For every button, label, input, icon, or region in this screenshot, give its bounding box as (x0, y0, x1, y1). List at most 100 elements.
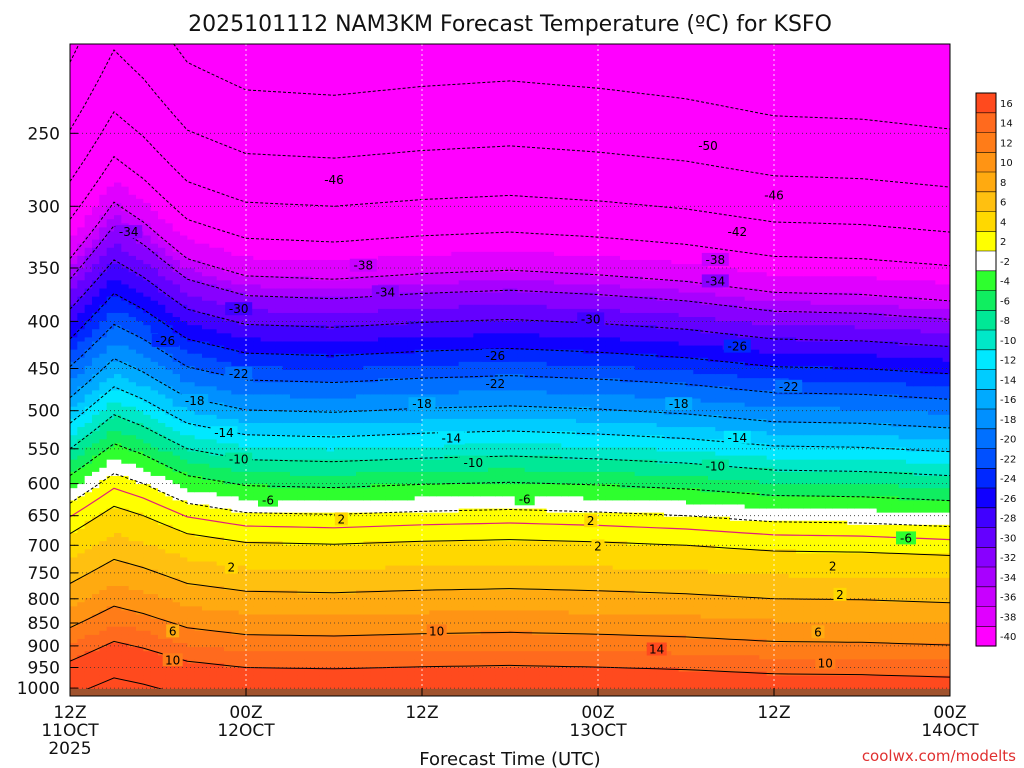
field-cell (121, 162, 130, 167)
field-cell (187, 610, 196, 616)
field-cell (238, 215, 247, 220)
field-cell (238, 325, 247, 330)
field-cell (172, 422, 181, 428)
field-cell (128, 549, 137, 554)
field-cell (231, 239, 240, 245)
field-cell (70, 508, 78, 514)
field-cell (231, 68, 240, 74)
field-cell (187, 606, 196, 612)
field-cell (92, 264, 100, 269)
field-cell (202, 614, 210, 620)
field-cell (253, 475, 262, 481)
field-cell (282, 394, 291, 400)
field-cell (106, 455, 115, 461)
field-cell (187, 137, 196, 143)
field-cell (114, 675, 122, 681)
field-cell (106, 243, 115, 249)
field-cell (165, 533, 174, 538)
field-cell (92, 435, 100, 440)
field-cell (150, 378, 159, 383)
field-cell (187, 618, 196, 624)
field-cell (136, 614, 144, 620)
field-cell (150, 68, 159, 74)
field-cell (194, 484, 203, 489)
field-cell (77, 565, 86, 571)
field-cell (238, 357, 247, 363)
field-cell (143, 333, 152, 338)
field-cell (77, 504, 86, 510)
field-cell (194, 614, 203, 620)
field-cell (216, 149, 225, 155)
field-cell (84, 533, 93, 538)
field-cell (180, 378, 188, 383)
field-cell (202, 304, 210, 310)
field-cell (143, 402, 152, 408)
field-cell (172, 227, 181, 233)
field-cell (253, 565, 262, 571)
field-cell (121, 451, 130, 457)
field-cell (238, 178, 247, 184)
field-cell (77, 239, 86, 245)
field-cell (99, 418, 108, 424)
field-cell (275, 109, 284, 114)
field-cell (99, 455, 108, 461)
field-cell (268, 68, 276, 74)
field-cell (70, 484, 78, 489)
field-cell (231, 679, 240, 685)
field-cell (260, 638, 269, 644)
field-cell (209, 508, 218, 514)
field-cell (165, 467, 174, 473)
field-cell (150, 162, 159, 167)
field-cell (84, 137, 93, 143)
field-cell (275, 634, 284, 640)
field-cell (121, 84, 130, 90)
field-cell (136, 528, 144, 534)
field-cell (158, 439, 166, 444)
field-cell (150, 638, 159, 644)
field-cell (282, 96, 291, 102)
field-cell (172, 406, 181, 412)
field-cell (187, 528, 196, 534)
field-cell (121, 386, 130, 391)
field-cell (92, 386, 100, 391)
field-cell (290, 683, 298, 689)
field-cell (158, 581, 166, 587)
field-cell (136, 573, 144, 579)
field-cell (180, 406, 188, 412)
field-cell (260, 467, 269, 473)
field-cell (158, 101, 166, 106)
field-cell (282, 561, 291, 567)
field-cell (150, 129, 159, 135)
field-cell (194, 361, 203, 367)
field-cell (158, 48, 166, 53)
field-cell (231, 174, 240, 180)
field-cell (253, 484, 262, 489)
field-cell (128, 443, 137, 449)
field-cell (246, 561, 254, 567)
field-cell (99, 264, 108, 269)
field-cell (268, 610, 276, 616)
field-cell (92, 325, 100, 330)
field-cell (180, 365, 188, 371)
field-cell (99, 353, 108, 359)
field-cell (246, 590, 254, 595)
field-cell (92, 149, 100, 155)
field-cell (99, 158, 108, 163)
field-cell (290, 431, 298, 436)
field-cell (238, 158, 247, 163)
field-cell (114, 537, 122, 542)
field-cell (224, 121, 232, 127)
field-cell (84, 243, 93, 249)
field-cell (290, 439, 298, 444)
field-cell (202, 496, 210, 501)
field-cell (128, 321, 137, 326)
field-cell (165, 182, 174, 188)
field-cell (158, 447, 166, 453)
field-cell (84, 500, 93, 506)
field-cell (106, 292, 115, 298)
field-cell (84, 141, 93, 147)
field-cell (114, 439, 122, 444)
field-cell (275, 357, 284, 363)
field-cell (143, 606, 152, 612)
field-cell (180, 255, 188, 261)
